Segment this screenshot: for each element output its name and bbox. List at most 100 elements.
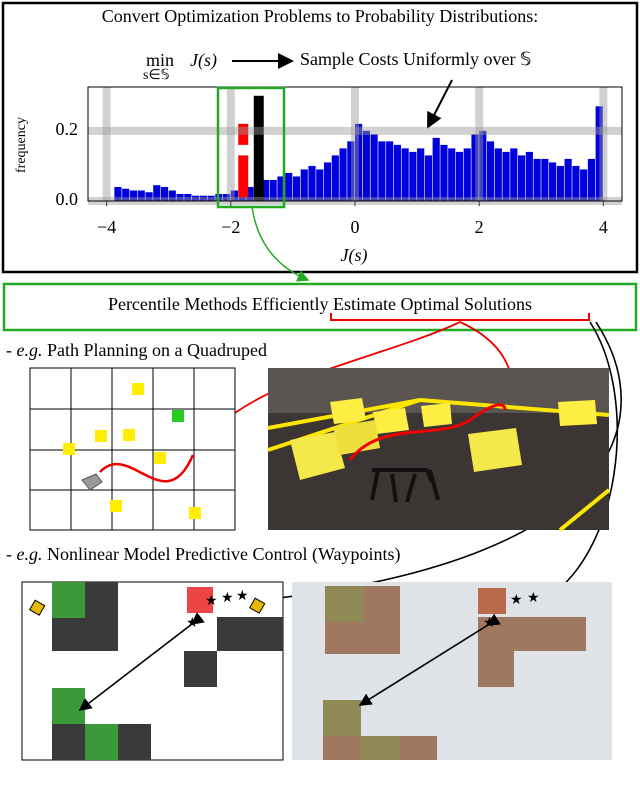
bar (448, 148, 456, 201)
bar (355, 123, 363, 201)
svg-text:★: ★ (510, 593, 523, 608)
bar (347, 141, 355, 201)
bar (230, 190, 238, 201)
y-tick-label: 0.0 (56, 189, 79, 209)
svg-text:★: ★ (186, 616, 199, 631)
y-tick-label: 0.2 (56, 119, 79, 139)
bar (176, 193, 184, 201)
bar (300, 169, 308, 201)
svg-text:★: ★ (483, 616, 496, 631)
bar (502, 151, 510, 201)
bar (168, 190, 176, 201)
highlight-bar (238, 155, 249, 198)
banner-box (2, 282, 638, 332)
arrow (251, 206, 310, 282)
highlight-box (216, 86, 286, 209)
x-tick-label: −2 (221, 217, 240, 237)
arrow (427, 79, 453, 129)
bar (572, 165, 580, 201)
bar (541, 158, 549, 201)
bar (292, 176, 301, 201)
x-tick-label: 4 (599, 217, 608, 237)
bar (277, 176, 285, 201)
bar (424, 155, 433, 201)
bar (533, 158, 541, 201)
eg: e.g. (17, 544, 43, 564)
bar (137, 190, 145, 201)
bar (386, 141, 394, 201)
robot-icon (81, 473, 103, 491)
banner: Percentile Methods Efficiently Estimate … (108, 294, 532, 314)
x-tick-label: −4 (97, 217, 116, 237)
svg-text:★: ★ (205, 594, 218, 609)
bar (362, 130, 370, 201)
bar (114, 186, 122, 201)
bar (486, 141, 495, 201)
bar (401, 148, 409, 201)
bar (199, 195, 207, 201)
svg-text:★: ★ (236, 589, 249, 604)
mpc-map: ★ ★ ★★ (21, 581, 284, 761)
x-tick-label: 2 (475, 217, 484, 237)
top-box (1, 1, 639, 274)
path (99, 454, 195, 483)
bar (525, 151, 533, 201)
bar (556, 165, 564, 201)
bar (207, 195, 215, 201)
bar (510, 148, 518, 201)
highlight-bar (253, 95, 264, 201)
bar (432, 137, 440, 201)
x-label: J(s) (341, 245, 368, 266)
bar (246, 186, 254, 201)
prefix: - (6, 544, 12, 564)
highlight-bar (238, 123, 249, 145)
photo-mpc: ★ ★ ★ (292, 582, 612, 760)
bracket (330, 313, 590, 321)
section2: - e.g. Nonlinear Model Predictive Contro… (6, 544, 400, 565)
bar (261, 179, 270, 201)
bar (122, 188, 130, 201)
bar (549, 162, 557, 201)
bar (269, 179, 277, 201)
bar (393, 144, 401, 201)
bar (331, 155, 339, 201)
eg: e.g. (17, 340, 43, 360)
bar (471, 134, 479, 201)
bar (595, 106, 603, 201)
bar (409, 151, 417, 201)
bar (587, 158, 596, 201)
bar (316, 169, 324, 201)
bar (129, 190, 138, 201)
bar (494, 148, 502, 201)
goal (172, 410, 184, 422)
min-sub: s∈𝕊 (143, 68, 170, 83)
sample-text: Sample Costs Uniformly over 𝕊 (300, 49, 531, 69)
section-text: Nonlinear Model Predictive Control (Wayp… (47, 544, 400, 565)
bar (323, 162, 332, 201)
bar (145, 192, 153, 201)
bar (455, 151, 464, 201)
bar (223, 193, 231, 201)
bar (192, 195, 200, 201)
bar (370, 134, 378, 201)
svg-text:★: ★ (221, 591, 234, 606)
bar (308, 165, 316, 201)
objective: J(s) (190, 50, 217, 71)
section-text: Path Planning on a Quadruped (47, 340, 267, 360)
bar (463, 148, 471, 201)
bar (184, 193, 192, 201)
bar (378, 141, 386, 201)
min: min (146, 50, 174, 70)
obstacles (63, 383, 201, 519)
bar (153, 185, 161, 201)
svg-text:★: ★ (527, 591, 540, 606)
bar (417, 148, 425, 201)
bar (564, 158, 572, 201)
arrow (538, 321, 619, 603)
section1: - e.g. Path Planning on a Quadruped (6, 340, 267, 360)
bar (440, 144, 448, 201)
bar (517, 155, 526, 201)
title: Convert Optimization Problems to Probabi… (102, 6, 538, 26)
prefix: - (6, 340, 12, 360)
